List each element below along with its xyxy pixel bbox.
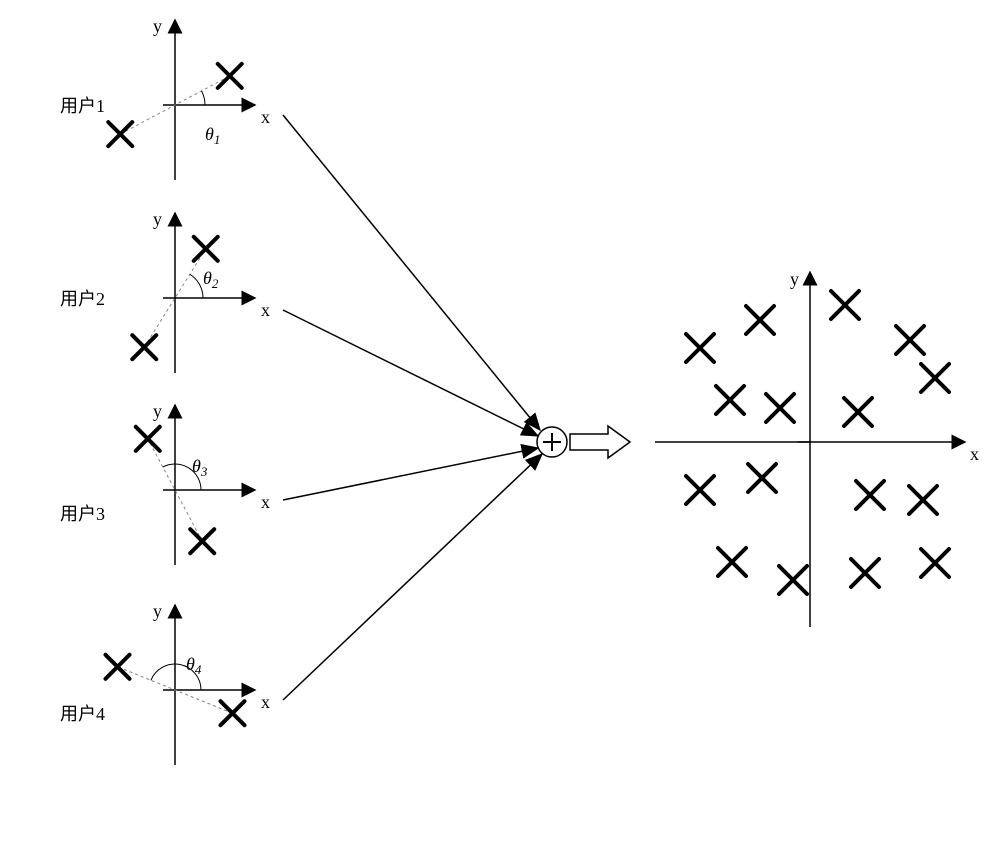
constellation-point	[108, 122, 132, 146]
y-axis-label: y	[153, 209, 162, 229]
y-axis-label: y	[153, 401, 162, 421]
user-4-label: 用户4	[60, 704, 105, 724]
user-3-label: 用户3	[60, 504, 105, 524]
theta-3-label: θ3	[192, 456, 208, 479]
constellation-point	[716, 386, 744, 414]
x-axis-label: x	[261, 492, 270, 512]
y-axis-label: y	[153, 601, 162, 621]
constellation-point	[921, 549, 949, 577]
constellation-point	[921, 364, 949, 392]
x-axis-label: x	[261, 692, 270, 712]
constellation-point	[844, 398, 872, 426]
theta-4-label: θ4	[186, 654, 202, 677]
constellation-point	[779, 566, 807, 594]
x-axis-label: x	[261, 107, 270, 127]
constellation-point	[686, 334, 714, 362]
composite-constellation: xy	[655, 269, 979, 627]
constellation-point	[851, 559, 879, 587]
constellation-point	[766, 394, 794, 422]
theta-2-label: θ2	[203, 268, 219, 291]
constellation-point	[136, 427, 160, 451]
output-block-arrow	[570, 426, 630, 458]
constellation-point	[194, 237, 218, 261]
composite-x-label: x	[970, 444, 979, 464]
sum-node	[537, 427, 567, 457]
user-1-plot: x y 用户1 θ1	[60, 16, 270, 180]
constellation-point	[856, 481, 884, 509]
user-1-label: 用户1	[60, 96, 105, 116]
constellation-point	[106, 655, 130, 679]
constellation-point	[718, 548, 746, 576]
user-3-plot: x y 用户3 θ3	[60, 401, 270, 565]
theta-1-label: θ1	[205, 124, 220, 147]
constellation-point	[218, 64, 242, 88]
x-axis-label: x	[261, 300, 270, 320]
constellation-point	[132, 335, 156, 359]
user-2-plot: x y 用户2 θ2	[60, 209, 270, 373]
user-4-plot: x y 用户4 θ4	[60, 601, 270, 765]
y-axis-label: y	[153, 16, 162, 36]
constellation-point	[220, 701, 244, 725]
arrow-user-1-to-sum	[283, 115, 540, 430]
arrow-user-2-to-sum	[283, 310, 538, 436]
user-2-label: 用户2	[60, 289, 105, 309]
composite-y-label: y	[790, 269, 799, 289]
arrow-user-4-to-sum	[283, 454, 542, 700]
constellation-point	[896, 326, 924, 354]
constellation-point	[686, 476, 714, 504]
arrow-user-3-to-sum	[283, 448, 538, 500]
constellation-point	[748, 464, 776, 492]
constellation-point	[190, 529, 214, 553]
constellation-point	[746, 306, 774, 334]
constellation-point	[909, 486, 937, 514]
constellation-point	[831, 291, 859, 319]
